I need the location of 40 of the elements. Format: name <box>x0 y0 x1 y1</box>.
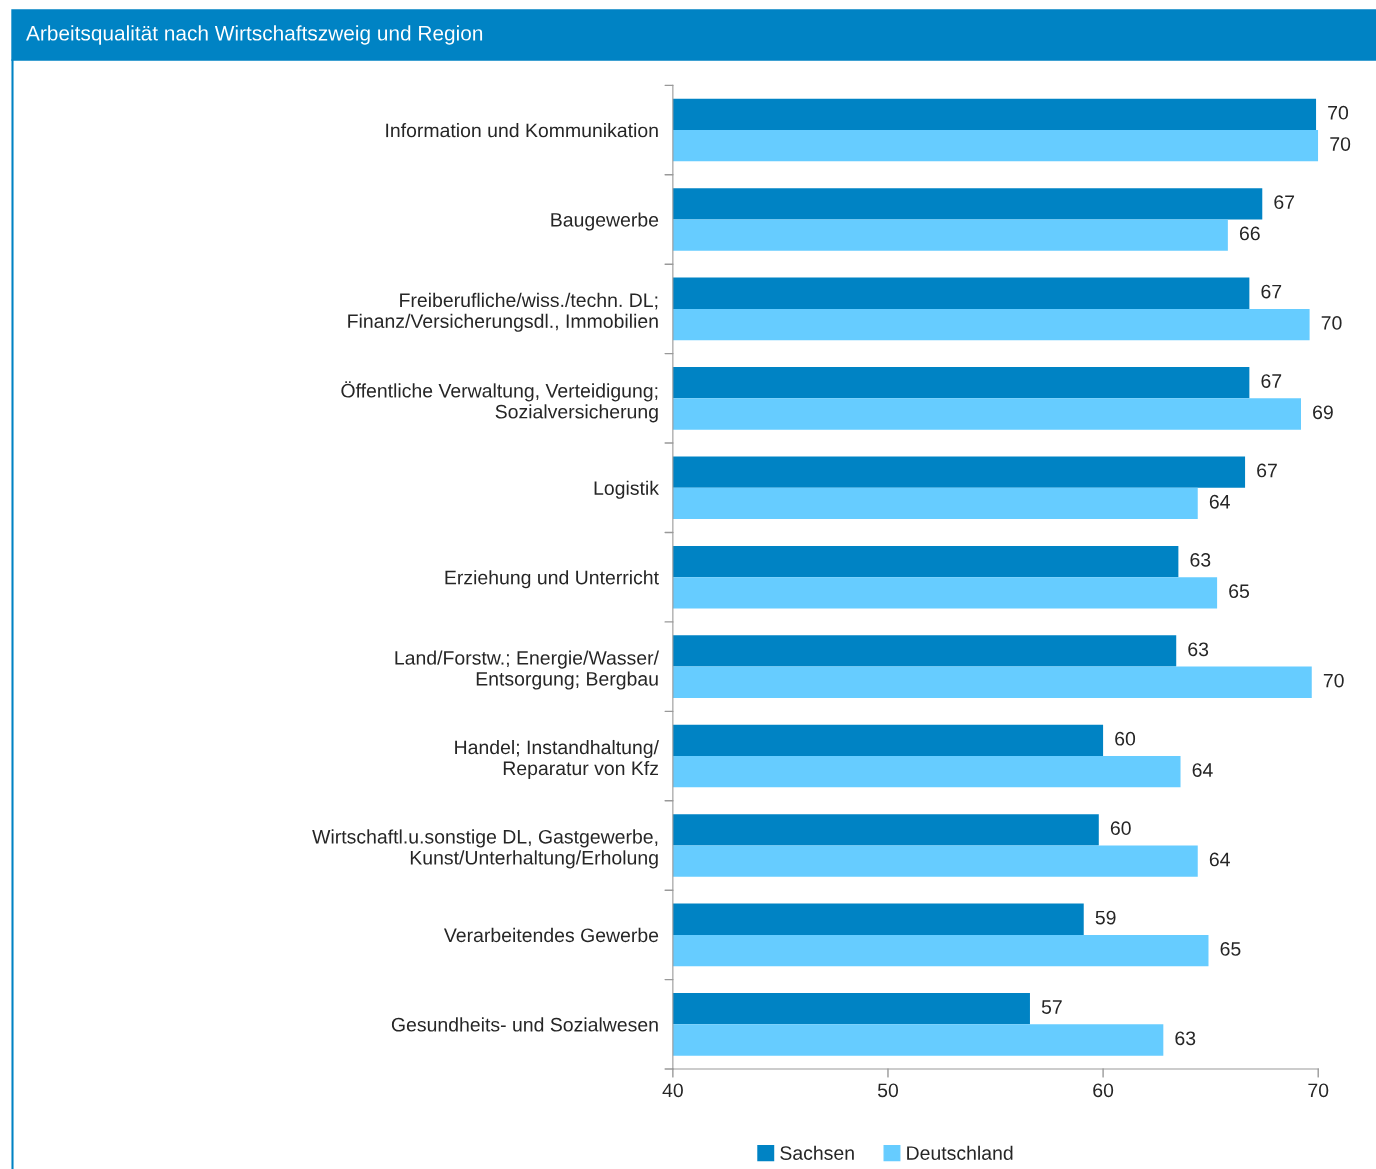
data-label: 69 <box>1313 405 1333 420</box>
y-tick-label: Land/Forstw.; Energie/Wasser/ Entsorgung; Bergbau <box>395 650 659 690</box>
data-label: 65 <box>1220 942 1241 956</box>
data-label: 66 <box>1239 226 1260 241</box>
data-label: 67 <box>1261 284 1282 299</box>
y-tick-label: Logistik <box>594 480 660 499</box>
x-tick-label: 40 <box>662 1083 683 1098</box>
data-label: 67 <box>1274 195 1295 210</box>
data-label: 67 <box>1261 374 1282 388</box>
y-tick-label: Öffentliche Verwaltung, Verteidigung; Sozialversicherung <box>341 381 658 423</box>
y-tick-label: Handel; Instandhaltung/ Reparatur von Kfz <box>455 739 659 780</box>
y-tick-label: Information und Kommunikation <box>386 123 658 138</box>
data-label: 64 <box>1209 494 1230 509</box>
x-tick-label: 60 <box>1093 1083 1114 1098</box>
data-label: 67 <box>1257 463 1277 478</box>
data-label: 63 <box>1190 552 1211 567</box>
data-label: 63 <box>1188 642 1209 657</box>
legend-label: Deutschland <box>907 1145 1013 1160</box>
y-tick-label: Verarbeitendes Gewerbe <box>443 927 659 943</box>
data-label: 70 <box>1328 105 1349 120</box>
data-label: 64 <box>1209 852 1230 867</box>
data-label: 57 <box>1041 1000 1062 1014</box>
y-tick-label: Wirtschaftl.u.sonstige DL, Gastgewerbe, Kunst/Unterhaltung/Erholung <box>312 829 658 869</box>
data-label: 70 <box>1321 316 1342 330</box>
data-label: 60 <box>1115 731 1136 746</box>
data-label: 70 <box>1330 137 1351 151</box>
y-tick-label: Freiberufliche/wiss./techn. DL; Finanz/Versicherungsdl., Immobilien <box>348 292 658 332</box>
y-tick-label: Gesundheits- und Sozialwesen <box>391 1017 658 1032</box>
data-label: 64 <box>1192 763 1213 777</box>
legend-label: Sachsen <box>780 1145 854 1160</box>
data-label: 65 <box>1229 584 1250 599</box>
y-tick-label: Erziehung und Unterricht <box>445 570 659 589</box>
text: Arbeitsqualität nach Wirtschaftszweig und Region <box>26 25 483 45</box>
data-label: 63 <box>1175 1031 1196 1046</box>
data-label: 70 <box>1323 673 1344 688</box>
x-tick-label: 70 <box>1308 1083 1329 1098</box>
data-label: 60 <box>1110 821 1131 836</box>
x-tick-label: 50 <box>877 1083 899 1098</box>
data-label: 59 <box>1095 910 1116 925</box>
y-tick-label: Baugewerbe <box>551 212 659 231</box>
